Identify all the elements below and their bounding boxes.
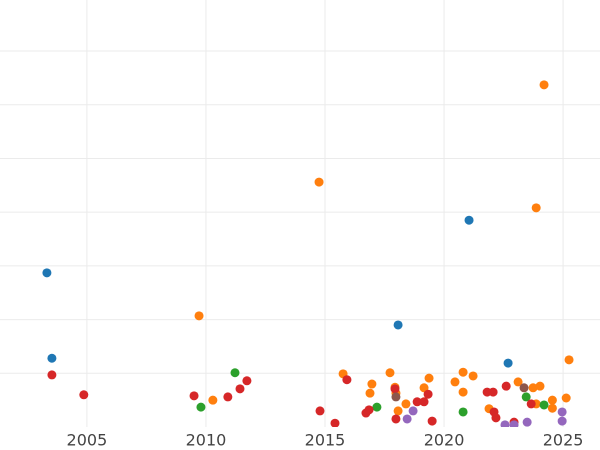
point: [342, 375, 352, 385]
point: [501, 381, 511, 391]
point: [367, 379, 377, 389]
point: [450, 377, 460, 387]
point: [539, 80, 549, 90]
point: [330, 418, 340, 427]
point: [509, 420, 519, 427]
point: [535, 381, 545, 391]
point: [464, 215, 474, 225]
point: [189, 391, 199, 401]
point: [393, 320, 403, 330]
point: [539, 400, 549, 410]
labels: 2005 2010 2015 2020 2025: [67, 431, 584, 450]
x-tick-label: 2010: [186, 431, 227, 450]
point: [557, 416, 567, 426]
point: [419, 383, 429, 393]
point: [79, 390, 89, 400]
x-tick-label: 2020: [424, 431, 465, 450]
point: [458, 387, 468, 397]
x-tick-label: 2005: [67, 431, 108, 450]
point: [391, 392, 401, 402]
point: [385, 368, 395, 378]
point: [393, 406, 403, 416]
point: [424, 373, 434, 383]
point: [419, 397, 429, 407]
point: [526, 399, 536, 409]
point: [208, 395, 218, 405]
points: [42, 80, 574, 427]
point: [458, 407, 468, 417]
point: [557, 407, 567, 417]
point: [468, 371, 478, 381]
point: [564, 355, 574, 365]
point: [423, 389, 433, 399]
point: [402, 414, 412, 424]
point: [364, 405, 374, 415]
point: [500, 420, 510, 427]
point: [547, 403, 557, 413]
point: [491, 413, 501, 423]
x-tick-label: 2025: [543, 431, 584, 450]
point: [315, 406, 325, 416]
point: [513, 377, 523, 387]
point: [427, 416, 437, 426]
point: [561, 393, 571, 403]
point: [196, 402, 206, 412]
point: [230, 368, 240, 378]
point: [521, 392, 531, 402]
point: [401, 399, 411, 409]
point: [519, 383, 529, 393]
point: [235, 384, 245, 394]
point: [547, 395, 557, 405]
point: [412, 397, 422, 407]
point: [503, 358, 513, 368]
point: [488, 387, 498, 397]
point: [458, 367, 468, 377]
point: [522, 417, 532, 427]
point: [531, 203, 541, 213]
point: [390, 384, 400, 394]
point: [42, 268, 52, 278]
grid: [0, 0, 600, 427]
point: [372, 402, 382, 412]
x-tick-label: 2015: [305, 431, 346, 450]
point: [408, 406, 418, 416]
point: [365, 388, 375, 398]
point: [47, 353, 57, 363]
point: [391, 414, 401, 424]
point: [528, 383, 538, 393]
point: [47, 370, 57, 380]
point: [223, 392, 233, 402]
point: [242, 376, 252, 386]
point: [314, 177, 324, 187]
point: [194, 311, 204, 321]
